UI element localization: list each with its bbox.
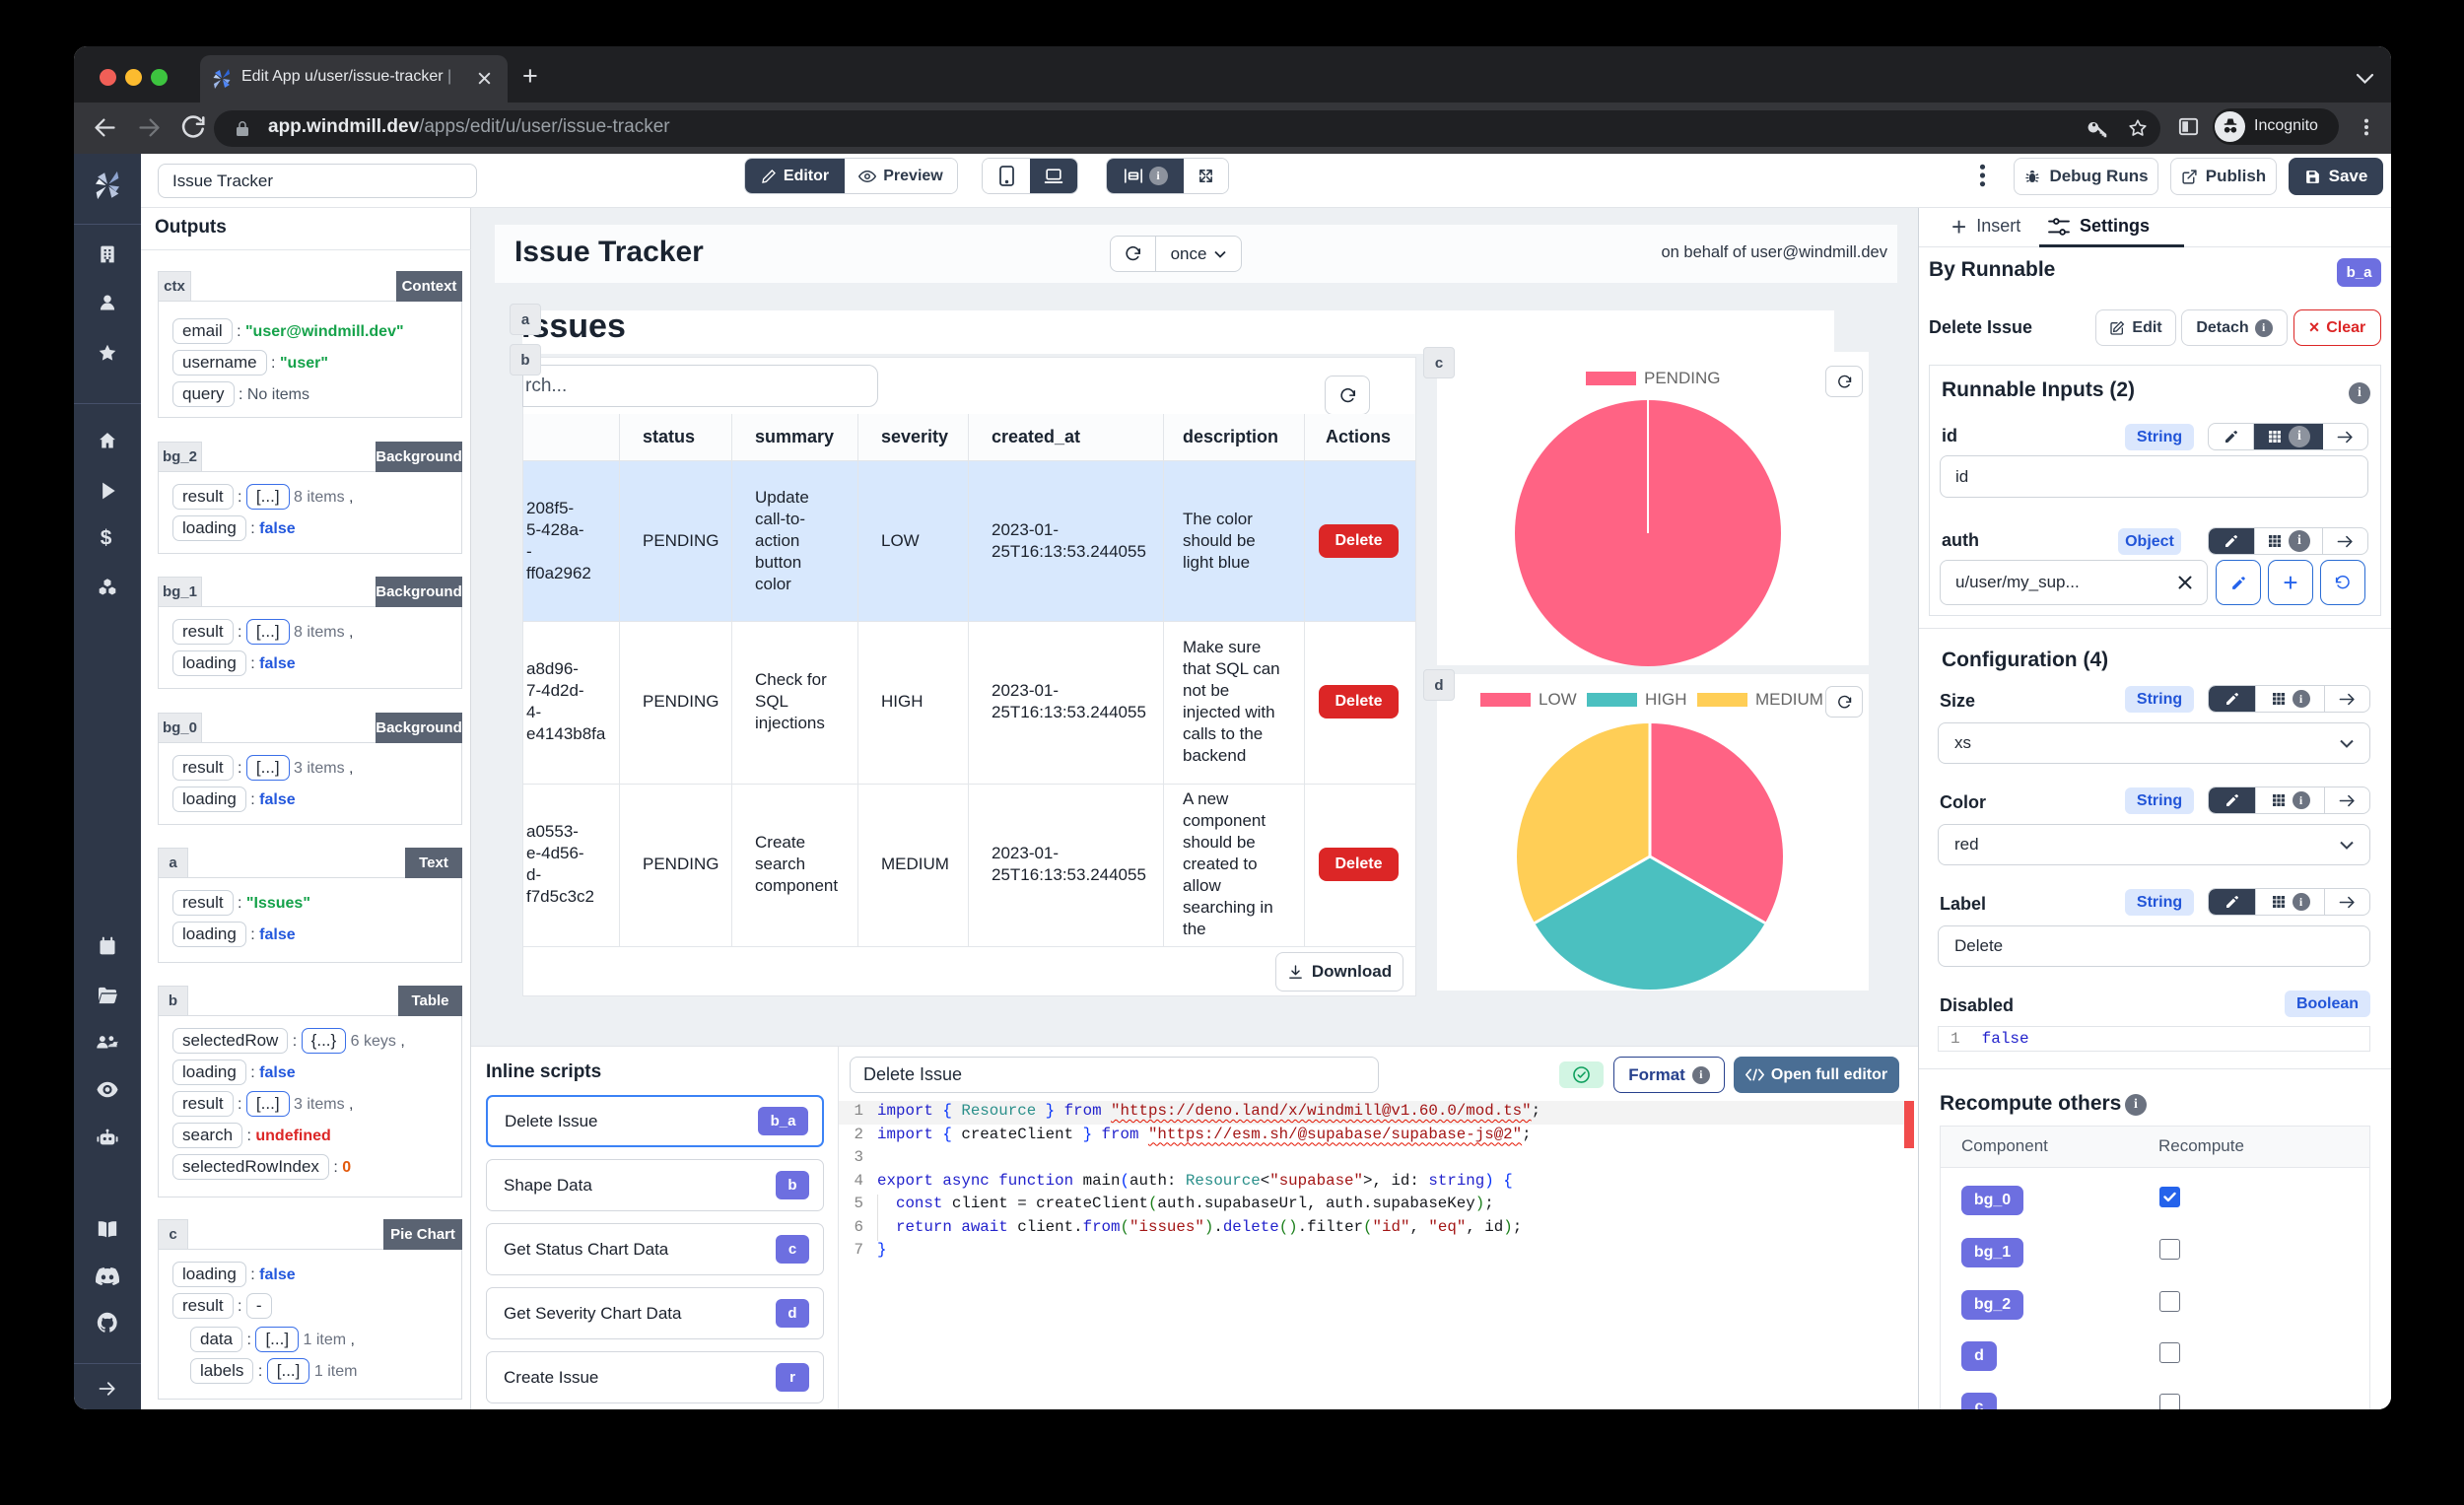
- svg-text:$: $: [101, 527, 112, 549]
